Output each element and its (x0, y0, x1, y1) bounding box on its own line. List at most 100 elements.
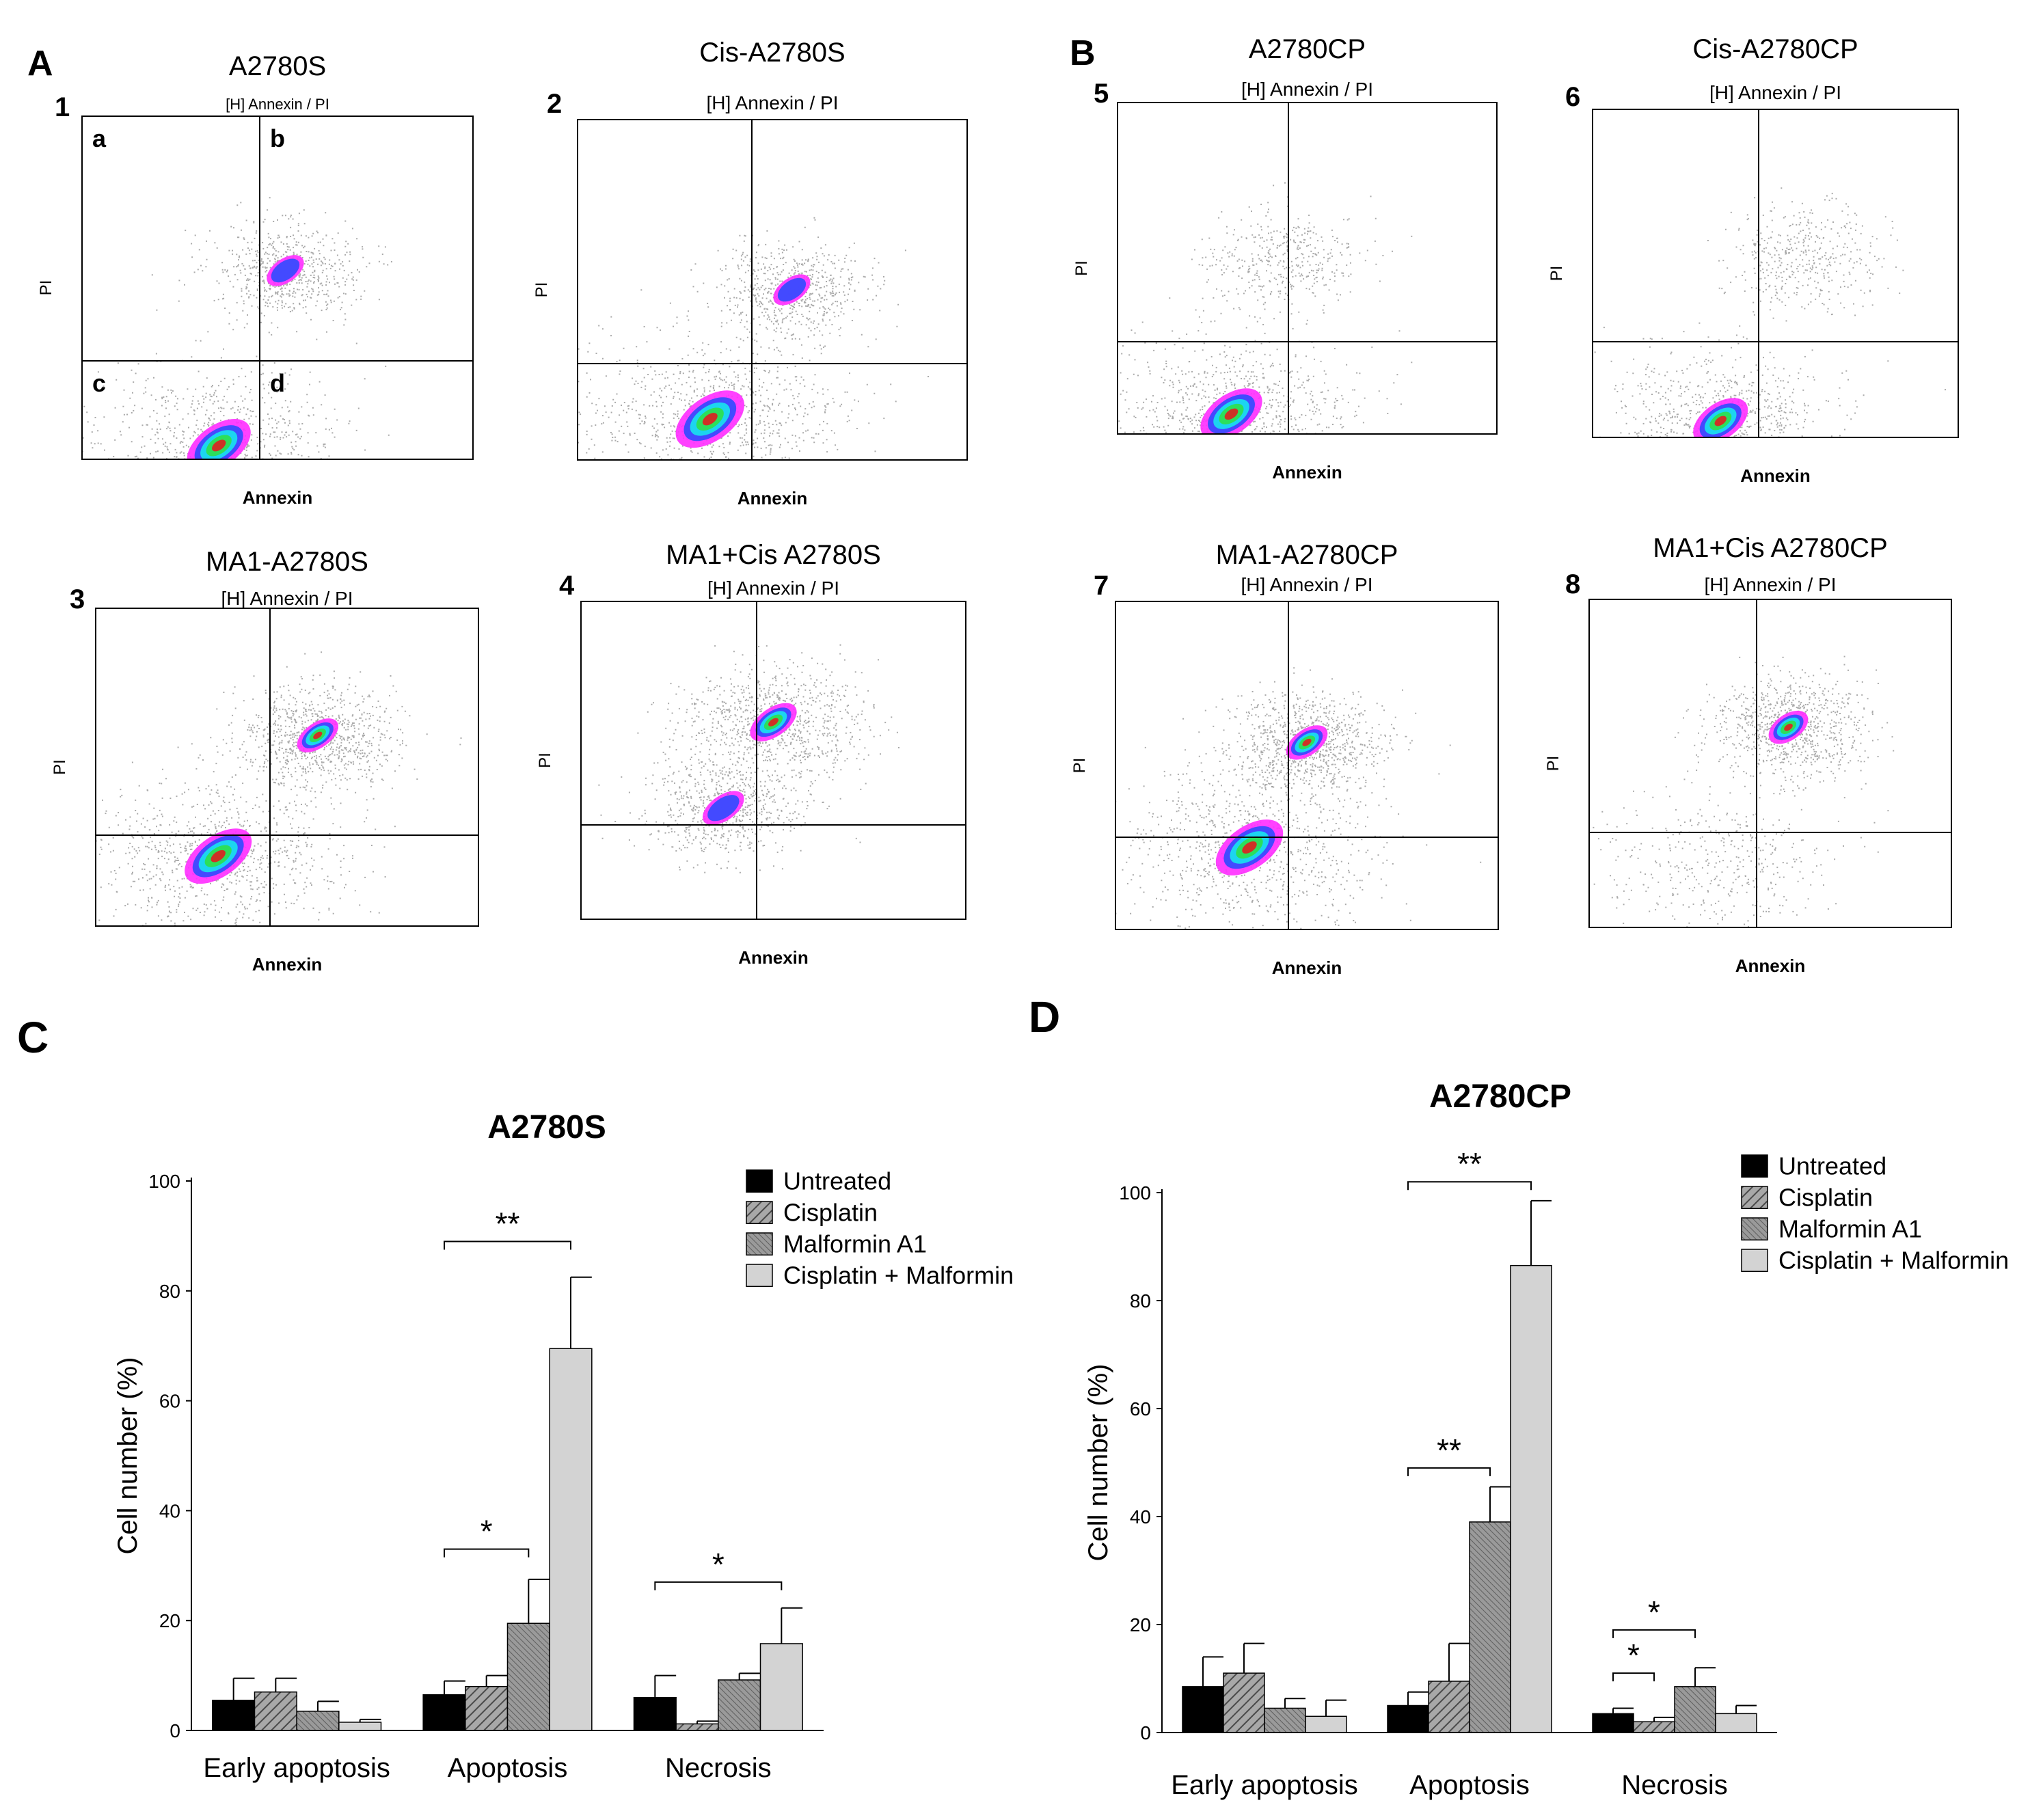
flow-plot-x-label: Annexin (738, 947, 809, 968)
y-tick-label: 40 (159, 1500, 180, 1521)
flow-plot-number: 4 (559, 571, 575, 601)
flow-density-contour (702, 413, 718, 426)
bar-malformin-a1 (1674, 1686, 1716, 1733)
flow-density-contour (1224, 408, 1239, 420)
flow-plot-x-label: Annexin (737, 488, 808, 508)
bar-malformin-a1 (1264, 1707, 1306, 1733)
flow-population-scatter (1707, 187, 1904, 322)
y-tick-label: 0 (170, 1720, 180, 1741)
flow-plot-title: Cis-A2780CP (1692, 34, 1858, 64)
flow-plot-y-label: PI (1544, 756, 1562, 772)
y-tick-label: 20 (1130, 1614, 1151, 1635)
flow-plot-events (598, 644, 899, 873)
chart-title: A2780S (487, 1109, 606, 1145)
flow-plot-number: 3 (70, 584, 85, 614)
flow-plot-y-label: PI (532, 282, 551, 298)
flow-plot-title: A2780S (229, 51, 326, 81)
flow-plot-y-label: PI (536, 752, 554, 768)
flow-density-contour (1242, 841, 1257, 854)
flow-plot-x-label: Annexin (1272, 462, 1342, 483)
legend-entry: Untreated (783, 1167, 891, 1195)
flow-plot-title: MA1-A2780S (206, 547, 368, 577)
bar-cisplatin (465, 1685, 509, 1731)
significance-bracket (654, 1581, 783, 1590)
flow-plot-gate-label: [H] Annexin / PI (1705, 574, 1837, 595)
bar-cisplatin-malformin (759, 1643, 803, 1731)
y-tick-label: 0 (1140, 1722, 1151, 1743)
legend-swatch (1741, 1186, 1768, 1210)
flow-plot-frame (1117, 102, 1498, 435)
flow-plot-number: 6 (1565, 82, 1580, 112)
legend-swatch (1741, 1249, 1768, 1273)
flow-plot-7: 7 MA1-A2780CP [H] Annexin / PI Annexin PI (1070, 540, 1499, 978)
category-label: Apoptosis (1409, 1770, 1530, 1800)
bar-untreated (212, 1700, 256, 1731)
significance-label: ** (1437, 1432, 1461, 1468)
chart-legend: Untreated Cisplatin Malformin A1 Cisplatin … (746, 1167, 1014, 1290)
flow-plot-title: A2780CP (1249, 34, 1366, 64)
y-axis-label: Cell number (%) (113, 1357, 143, 1555)
flow-plot-gate-label: [H] Annexin / PI (221, 588, 353, 609)
bar-malformin-a1 (1469, 1521, 1511, 1733)
flow-density-contour (313, 731, 323, 739)
flow-plot-y-label: PI (1072, 260, 1091, 276)
panel-label-c: C (17, 1013, 49, 1062)
flow-plot-3: 3 MA1-A2780S [H] Annexin / PI Annexin PI (51, 547, 479, 975)
bar-chart-a2780s: A2780S Cell number (%) 0 20 40 60 80 100 Early a… (113, 1109, 1014, 1783)
flow-plot-number: 5 (1094, 79, 1109, 109)
flow-plot-5: 5 A2780CP [H] Annexin / PI Annexin PI (1072, 34, 1498, 483)
flow-cytometry-plots: 1 A2780S [H] Annexin / PI Annexin PI a b c d 2 Cis… (37, 34, 1959, 978)
flow-plot-y-label: PI (51, 759, 69, 775)
legend-entry: Untreated (1778, 1152, 1886, 1180)
legend-swatch (746, 1232, 773, 1256)
significance-label: ** (496, 1206, 520, 1241)
flow-plot-x-label: Annexin (1735, 955, 1806, 976)
flow-plot-x-label: Annexin (252, 954, 323, 975)
flow-plot-gate-label: [H] Annexin / PI (707, 578, 839, 599)
flow-plot-x-label: Annexin (243, 487, 313, 508)
quadrant-label-b: b (270, 124, 285, 152)
bar-cisplatin (1223, 1672, 1265, 1733)
significance-label: * (1648, 1594, 1660, 1630)
bar-malformin-a1 (718, 1679, 761, 1731)
flow-plot-1: 1 A2780S [H] Annexin / PI Annexin PI a b c d (37, 51, 474, 508)
quadrant-label-a: a (92, 124, 107, 152)
flow-plot-6: 6 Cis-A2780CP [H] Annexin / PI Annexin PI (1547, 34, 1959, 486)
legend-entry: Cisplatin (1778, 1184, 1873, 1212)
category-label: Necrosis (1621, 1770, 1728, 1800)
legend-entry: Cisplatin + Malformin (1778, 1247, 2009, 1275)
flow-population-scatter (688, 217, 906, 368)
bar-cisplatin (1633, 1721, 1675, 1733)
panel-label-d: D (1029, 992, 1060, 1042)
flow-plot-events (578, 217, 929, 460)
quadrant-label-d: d (270, 369, 285, 397)
flow-plot-4: 4 MA1+Cis A2780S [H] Annexin / PI Annexin PI (536, 540, 966, 968)
significance-bracket (1612, 1629, 1696, 1638)
quadrant-label-c: c (92, 369, 106, 397)
flow-plot-events (82, 197, 392, 459)
y-axis-label: Cell number (%) (1083, 1364, 1113, 1562)
y-tick-label: 80 (1130, 1290, 1151, 1312)
legend-swatch (1741, 1154, 1768, 1178)
panel-label-b: B (1070, 33, 1096, 73)
legend-entry: Cisplatin + Malformin (783, 1262, 1014, 1290)
y-tick-label: 60 (1130, 1398, 1151, 1420)
legend-swatch (746, 1201, 773, 1225)
flow-plot-gate-label: [H] Annexin / PI (1709, 82, 1841, 103)
flow-plot-events (1118, 182, 1413, 434)
significance-label: ** (1457, 1146, 1482, 1182)
bar-cisplatin-malformin (549, 1348, 593, 1731)
flow-plot-number: 1 (55, 92, 70, 122)
category-label: Early apoptosis (1171, 1770, 1357, 1800)
y-tick-label: 100 (1119, 1182, 1151, 1204)
flow-density-contour (211, 850, 226, 863)
bar-malformin-a1 (296, 1711, 340, 1731)
bar-untreated (422, 1694, 466, 1731)
flow-plot-y-label: PI (1547, 266, 1566, 282)
flow-density-contour (1302, 738, 1312, 746)
flow-plot-title: Cis-A2780S (699, 38, 845, 68)
bar-untreated (633, 1697, 677, 1731)
flow-density-contour (707, 795, 740, 821)
flow-density-contour (1714, 416, 1727, 426)
significance-bracket (1612, 1672, 1655, 1682)
